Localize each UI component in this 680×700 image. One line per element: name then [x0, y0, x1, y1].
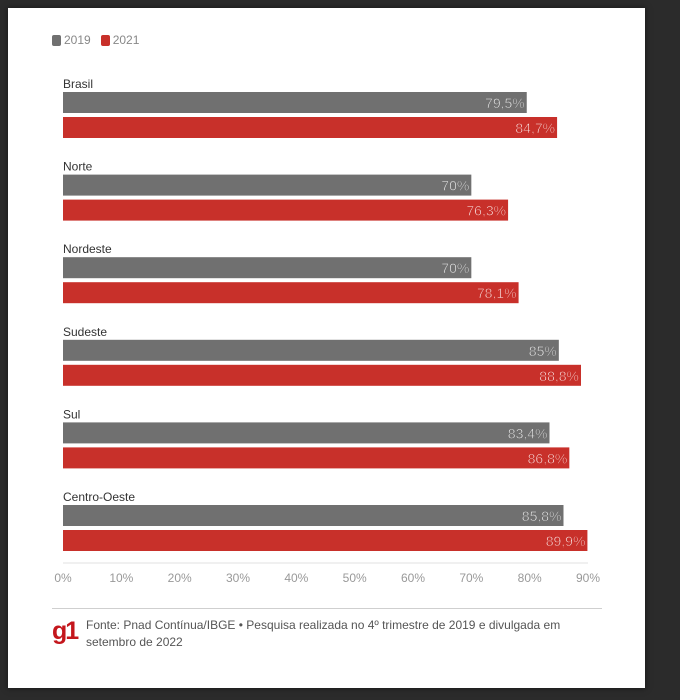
- source-note: Fonte: Pnad Contínua/IBGE • Pesquisa rea…: [86, 618, 561, 649]
- bar-2021-centro-oeste: [63, 530, 588, 551]
- legend-item-2021: 2021: [100, 33, 140, 47]
- legend-label-2019: 2019: [64, 33, 91, 47]
- value-label-2021-sudeste: 88,8%: [539, 368, 579, 384]
- category-label-sul: Sul: [63, 407, 80, 421]
- value-label-2019-centro-oeste: 85,8%: [522, 508, 562, 524]
- x-tick-label: 60%: [401, 571, 425, 585]
- x-tick-label: 10%: [109, 571, 133, 585]
- x-tick-label: 70%: [459, 571, 483, 585]
- g1-logo: g1: [52, 617, 79, 645]
- legend: 2019 2021: [52, 32, 149, 48]
- bar-2019-norte: [63, 174, 472, 196]
- x-tick-label: 40%: [284, 571, 308, 585]
- category-label-norte: Norte: [63, 160, 93, 174]
- x-tick-label: 50%: [343, 571, 367, 585]
- value-label-2019-brasil: 79,5%: [485, 95, 525, 111]
- category-label-centro-oeste: Centro-Oeste: [63, 490, 135, 504]
- x-tick-label: 0%: [54, 571, 72, 585]
- bar-2019-centro-oeste: [63, 505, 564, 526]
- bar-2019-sudeste: [63, 339, 559, 361]
- legend-swatch-2019: [52, 34, 61, 46]
- bar-2021-nordeste: [63, 282, 519, 304]
- value-label-2021-norte: 76,3%: [466, 203, 506, 219]
- bar-2021-brasil: [63, 117, 558, 138]
- bar-chart: Brasil 79,5% 84,7% Norte 70% 76,3% Nordeste 70%…: [54, 77, 600, 585]
- bar-2021-norte: [63, 199, 509, 221]
- category-label-brasil: Brasil: [63, 77, 93, 91]
- x-tick-label: 90%: [576, 571, 600, 585]
- value-label-2019-sul: 83,4%: [508, 425, 548, 441]
- legend-label-2021: 2021: [112, 33, 140, 47]
- value-label-2019-nordeste: 70%: [441, 260, 469, 276]
- category-label-nordeste: Nordeste: [63, 242, 112, 256]
- chart-card: 2019 2021 Brasil 79,5% 84,7% Norte 70% 76,3% N…: [8, 8, 645, 688]
- x-tick-label: 30%: [226, 571, 250, 585]
- bar-2021-sudeste: [63, 364, 581, 386]
- bar-2021-sul: [63, 447, 570, 469]
- value-label-2019-norte: 70%: [441, 178, 469, 194]
- value-label-2021-sul: 86,8%: [528, 450, 568, 466]
- legend-item-2019: 2019: [52, 33, 91, 47]
- value-label-2021-nordeste: 78,1%: [477, 285, 517, 301]
- bar-2019-brasil: [63, 92, 527, 113]
- value-label-2021-centro-oeste: 89,9%: [546, 533, 586, 549]
- x-tick-label: 80%: [518, 571, 542, 585]
- x-tick-label: 20%: [168, 571, 192, 585]
- category-label-sudeste: Sudeste: [63, 325, 107, 339]
- bar-2019-nordeste: [63, 257, 472, 279]
- footer-divider: [52, 608, 602, 609]
- bar-2019-sul: [63, 422, 550, 444]
- value-label-2019-sudeste: 85%: [529, 343, 557, 359]
- legend-swatch-2021: [100, 34, 110, 46]
- value-label-2021-brasil: 84,7%: [515, 120, 555, 136]
